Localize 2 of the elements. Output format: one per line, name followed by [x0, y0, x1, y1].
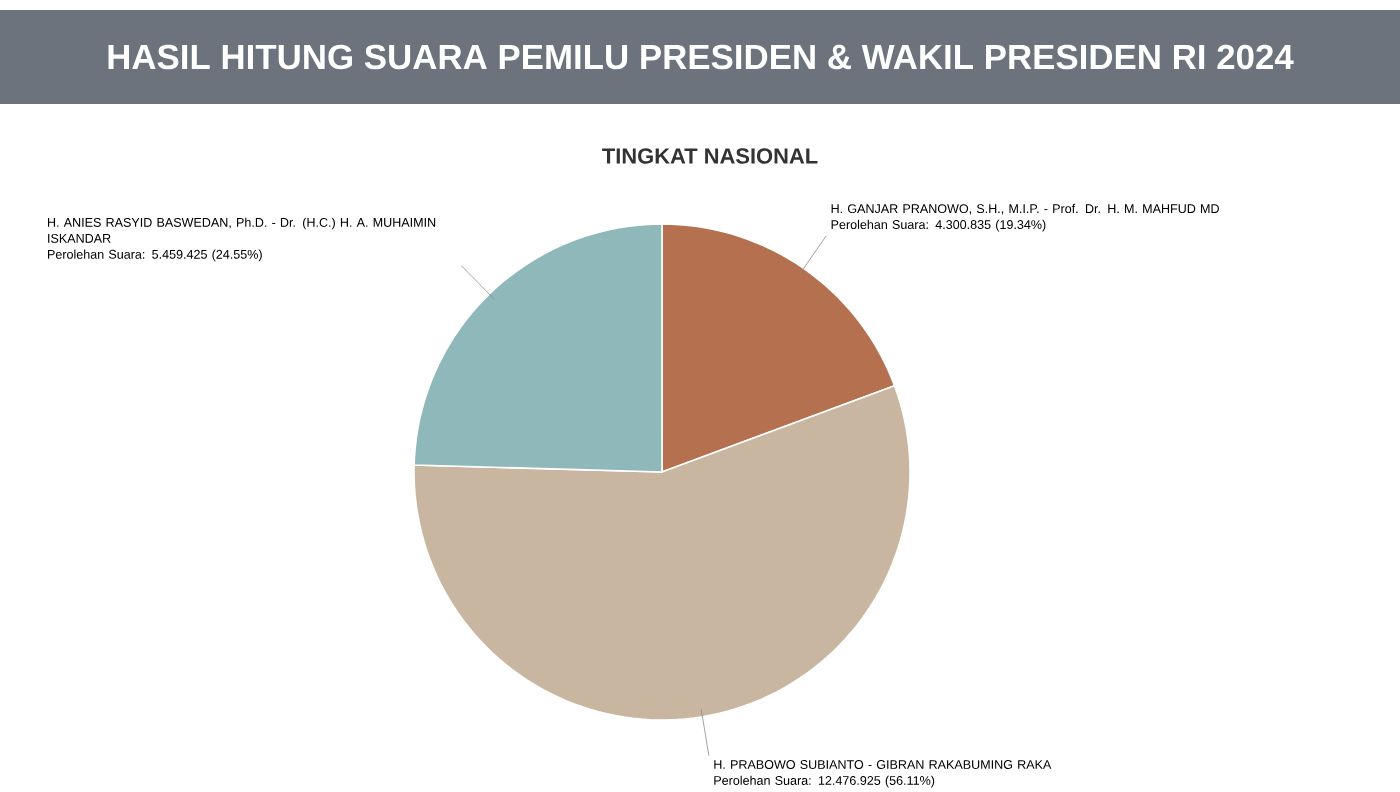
chart-subtitle: TINGKAT NASIONAL — [602, 148, 818, 165]
chart-title: HASIL HITUNG SUARA PEMILU PRESIDEN & WAKIL PRESIDEN RI 2024 — [108, 44, 1294, 70]
